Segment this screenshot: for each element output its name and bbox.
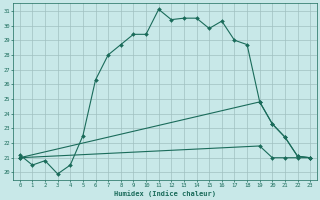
X-axis label: Humidex (Indice chaleur): Humidex (Indice chaleur) bbox=[114, 190, 216, 197]
